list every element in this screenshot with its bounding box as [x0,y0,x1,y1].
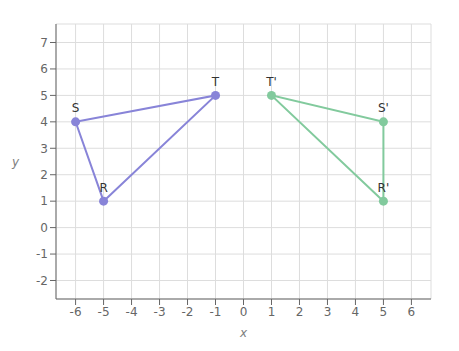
svg-text:1: 1 [40,194,48,208]
svg-text:R: R [99,181,107,195]
svg-text:2: 2 [40,168,48,182]
svg-text:R': R' [378,181,390,195]
svg-text:7: 7 [40,36,48,50]
svg-text:x: x [239,326,248,340]
svg-text:0: 0 [40,221,48,235]
svg-text:1: 1 [268,305,276,319]
svg-text:6: 6 [408,305,416,319]
svg-text:5: 5 [380,305,388,319]
svg-text:5: 5 [40,89,48,103]
svg-text:-1: -1 [36,247,48,261]
svg-text:-4: -4 [126,305,138,319]
svg-text:4: 4 [40,115,48,129]
svg-text:-2: -2 [182,305,194,319]
svg-text:4: 4 [352,305,360,319]
svg-text:6: 6 [40,62,48,76]
svg-text:0: 0 [240,305,248,319]
svg-text:3: 3 [40,142,48,156]
svg-text:y: y [11,155,20,169]
svg-text:2: 2 [296,305,304,319]
svg-text:S: S [72,101,80,115]
svg-text:-2: -2 [36,274,48,288]
svg-text:-3: -3 [154,305,166,319]
svg-text:S': S' [378,101,389,115]
svg-text:3: 3 [324,305,332,319]
svg-text:-6: -6 [70,305,82,319]
svg-text:T: T [211,75,220,89]
svg-text:T': T' [265,75,277,89]
svg-text:-5: -5 [98,305,110,319]
svg-text:-1: -1 [210,305,222,319]
